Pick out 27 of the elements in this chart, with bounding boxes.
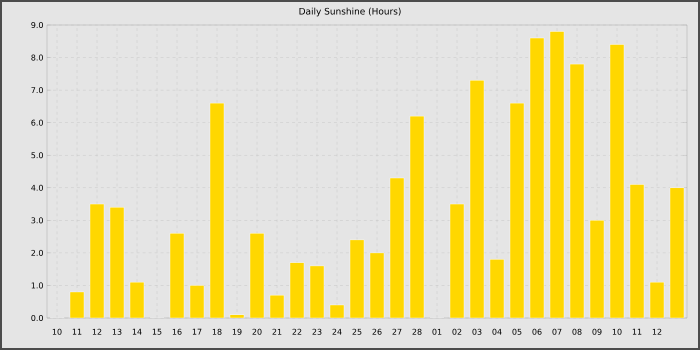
bar	[210, 102, 224, 318]
bar	[650, 282, 664, 318]
chart-title: Daily Sunshine (Hours)	[300, 8, 401, 16]
bar	[570, 64, 584, 318]
bar	[290, 262, 304, 318]
bar	[130, 282, 144, 318]
bar	[610, 44, 624, 318]
bar	[250, 233, 264, 318]
bar	[170, 233, 184, 318]
bar	[410, 116, 424, 318]
bar	[310, 266, 324, 318]
bar	[490, 259, 504, 318]
bar	[270, 295, 284, 318]
bar	[450, 204, 464, 318]
bar	[390, 178, 404, 318]
bar	[510, 102, 524, 318]
bar	[530, 38, 544, 318]
bar	[630, 184, 644, 318]
bar	[470, 80, 484, 318]
bar	[550, 31, 564, 318]
bar	[370, 252, 384, 318]
bar	[190, 285, 204, 318]
bar	[590, 220, 604, 318]
bar	[110, 207, 124, 318]
bar	[90, 204, 104, 318]
bar	[670, 188, 684, 318]
bar	[350, 240, 364, 318]
